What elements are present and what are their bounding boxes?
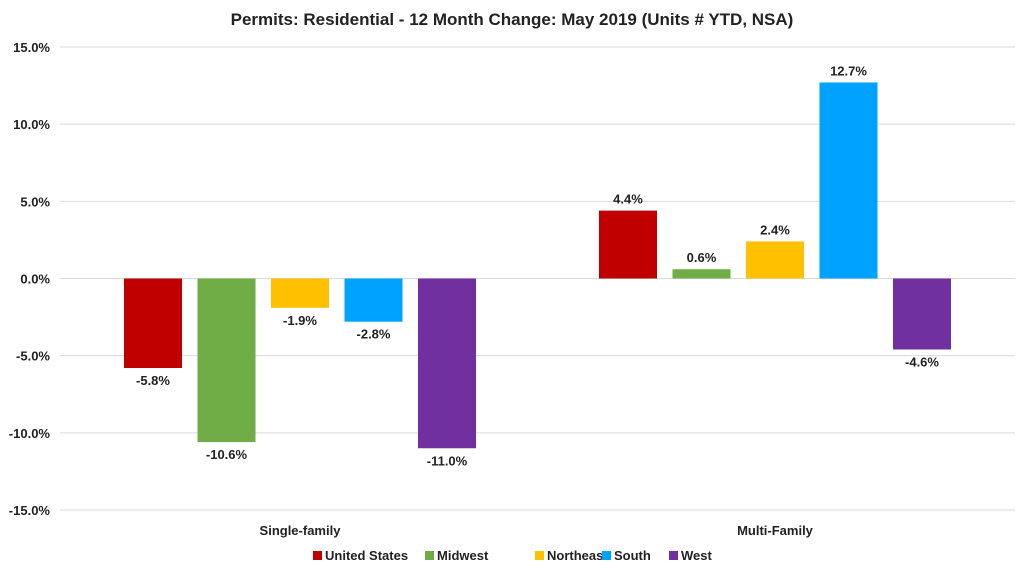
data-label: -4.6% (905, 354, 939, 369)
x-axis-categories: Single-family Multi-Family (260, 523, 814, 538)
y-tick-label: 15.0% (13, 40, 50, 55)
category-label: Multi-Family (737, 523, 814, 538)
data-label: 4.4% (613, 192, 643, 207)
bar-south (819, 82, 878, 279)
bar-west (893, 278, 951, 350)
bar-west (418, 278, 476, 449)
y-axis-ticks: 15.0% 10.0% 5.0% 0.0% -5.0% -10.0% -15.0% (9, 40, 51, 518)
bar-northeast (271, 278, 329, 308)
data-label: -2.8% (357, 327, 391, 342)
data-label: 12.7% (830, 63, 867, 78)
legend-label: West (681, 548, 712, 563)
y-tick-label: 10.0% (13, 117, 50, 132)
y-tick-label: -15.0% (9, 503, 51, 518)
data-label: -11.0% (427, 453, 468, 468)
data-label: 0.6% (687, 250, 717, 265)
legend-swatch (313, 551, 322, 560)
bar-south (344, 278, 403, 322)
data-label: 2.4% (760, 222, 790, 237)
bar-midwest (197, 278, 256, 443)
legend-label: Midwest (437, 548, 489, 563)
data-label: -5.8% (136, 373, 170, 388)
y-tick-label: 0.0% (20, 272, 50, 287)
bar-midwest (672, 269, 731, 279)
legend-label: South (614, 548, 651, 563)
bar-united-states (599, 210, 657, 279)
chart-title: Permits: Residential - 12 Month Change: … (231, 10, 794, 29)
category-label: Single-family (260, 523, 342, 538)
legend-swatch (602, 551, 611, 560)
legend-swatch (535, 551, 544, 560)
legend-label: Northeast (547, 548, 608, 563)
legend: United States Midwest Northeast South West (313, 548, 712, 563)
bars (124, 82, 951, 449)
data-label: -1.9% (283, 313, 317, 328)
y-tick-label: -5.0% (16, 349, 50, 364)
legend-swatch (669, 551, 678, 560)
legend-swatch (425, 551, 434, 560)
data-label: -10.6% (206, 447, 248, 462)
y-tick-label: -10.0% (9, 426, 51, 441)
legend-label: United States (325, 548, 408, 563)
bar-united-states (124, 278, 182, 369)
bar-northeast (746, 241, 804, 279)
y-tick-label: 5.0% (20, 194, 50, 209)
data-labels: -5.8% 4.4% -10.6% 0.6% -1.9% 2.4% -2.8% 12.7% -1… (136, 63, 939, 468)
